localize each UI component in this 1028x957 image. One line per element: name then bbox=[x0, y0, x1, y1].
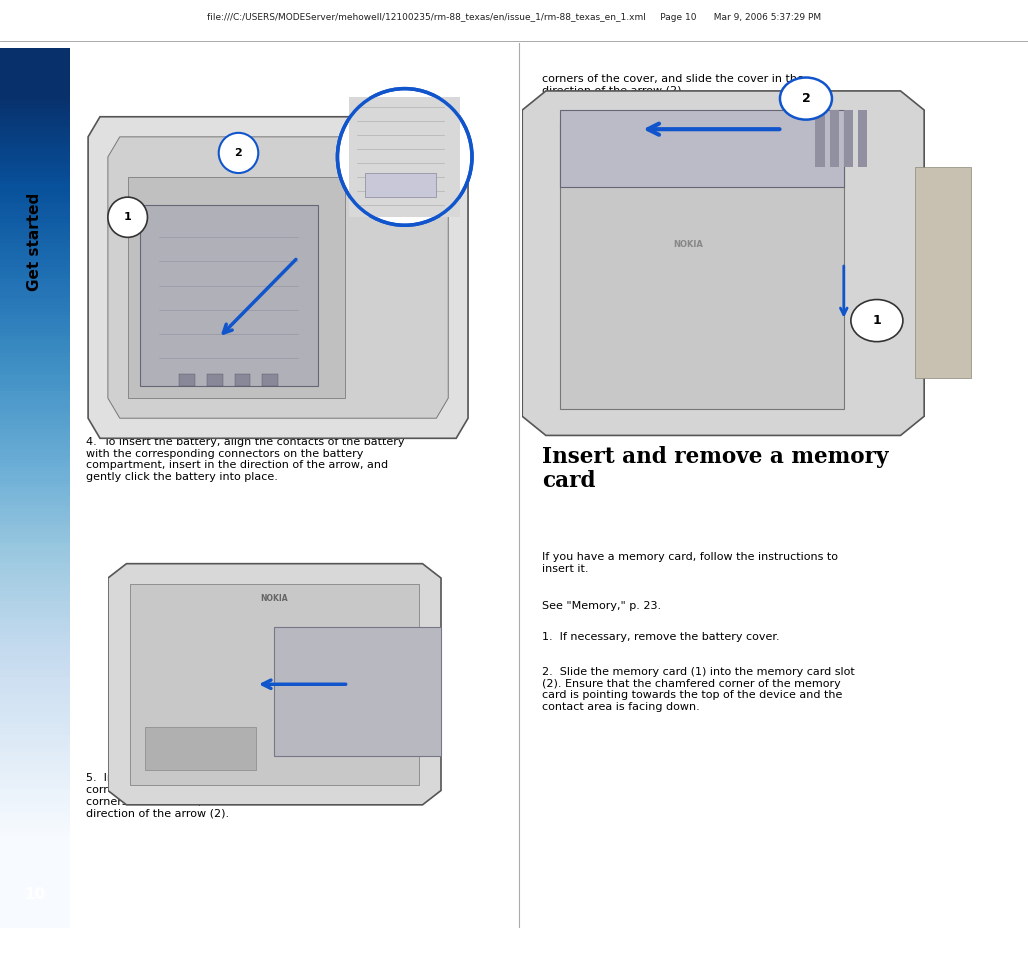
Bar bbox=[350, 97, 461, 217]
Text: corners of the cover, and slide the cover in the
direction of the arrow (2).: corners of the cover, and slide the cove… bbox=[543, 74, 804, 96]
Text: 2.  Slide the memory card (1) into the memory card slot
(2). Ensure that the cha: 2. Slide the memory card (1) into the me… bbox=[543, 667, 855, 712]
Text: FCC DRAFT: FCC DRAFT bbox=[152, 571, 412, 612]
Bar bbox=[127, 177, 345, 398]
Text: 2: 2 bbox=[234, 148, 243, 158]
Bar bbox=[234, 374, 251, 386]
Text: 10: 10 bbox=[25, 887, 45, 901]
Bar bbox=[145, 727, 256, 770]
Bar bbox=[858, 110, 868, 167]
Text: file:///C:/USERS/MODEServer/mehowell/12100235/rm-88_texas/en/issue_1/rm-88_texas: file:///C:/USERS/MODEServer/mehowell/121… bbox=[207, 12, 821, 22]
Text: 1: 1 bbox=[873, 314, 881, 327]
Bar bbox=[915, 167, 971, 378]
Text: 5.  Insert the locking catches of the back cover into the
corresponding slots (1: 5. Insert the locking catches of the bac… bbox=[86, 773, 396, 818]
Bar bbox=[560, 110, 844, 187]
Bar bbox=[274, 627, 441, 756]
Bar bbox=[815, 110, 824, 167]
Bar bbox=[262, 374, 278, 386]
Bar bbox=[560, 122, 844, 409]
Bar bbox=[830, 110, 839, 167]
Text: 1: 1 bbox=[123, 212, 132, 222]
Circle shape bbox=[108, 197, 147, 237]
Text: If you have a memory card, follow the instructions to
insert it.: If you have a memory card, follow the in… bbox=[543, 552, 838, 573]
Circle shape bbox=[219, 133, 258, 173]
Text: 2: 2 bbox=[802, 92, 810, 105]
Text: NOKIA: NOKIA bbox=[672, 239, 703, 249]
Polygon shape bbox=[522, 91, 924, 435]
Polygon shape bbox=[108, 564, 441, 805]
Bar bbox=[207, 374, 223, 386]
Text: NOKIA: NOKIA bbox=[261, 593, 288, 603]
Text: Get started: Get started bbox=[28, 192, 42, 291]
Circle shape bbox=[780, 78, 832, 120]
Bar bbox=[131, 584, 418, 785]
Bar bbox=[365, 173, 437, 197]
Circle shape bbox=[337, 89, 472, 225]
Text: Insert and remove a memory
card: Insert and remove a memory card bbox=[543, 446, 889, 493]
Text: See "Memory," p. 23.: See "Memory," p. 23. bbox=[543, 601, 661, 611]
Circle shape bbox=[851, 300, 903, 342]
Polygon shape bbox=[108, 137, 448, 418]
Polygon shape bbox=[88, 117, 468, 438]
Bar bbox=[140, 205, 318, 386]
Bar bbox=[844, 110, 853, 167]
Bar bbox=[179, 374, 195, 386]
Text: 4.  To insert the battery, align the contacts of the battery
with the correspond: 4. To insert the battery, align the cont… bbox=[86, 437, 405, 481]
Text: 1.  If necessary, remove the battery cover.: 1. If necessary, remove the battery cove… bbox=[543, 632, 780, 642]
